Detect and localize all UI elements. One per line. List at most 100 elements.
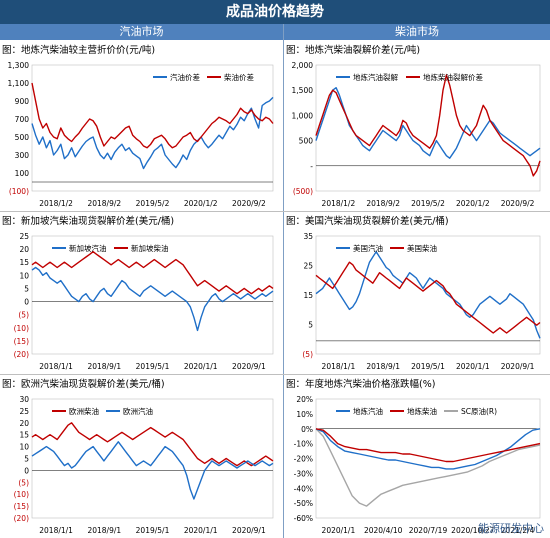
y-tick-label: 500 [299,137,314,146]
y-tick-label: 1,300 [8,61,30,70]
x-tick-label: 2018/1/1 [322,362,356,371]
y-tick-label: 20% [296,395,313,404]
row-divider-2 [0,374,550,375]
series-line-1 [315,428,541,470]
y-tick-label: 10 [19,271,29,280]
y-tick-label: 25 [19,407,29,416]
y-tick-label: 10% [296,410,313,419]
x-tick-label: 2018/1/1 [39,362,73,371]
y-tick-label: -10% [294,440,313,449]
x-tick-label: 2018/1/1 [39,526,73,535]
chart-panel-3: 图：新加坡汽柴油现货裂解价差(美元/桶) 25 20 15 10 5 0 (5) (10) (15… [0,212,283,374]
x-tick-label: 2018/9/1 [87,362,121,371]
y-tick-label: 100 [15,169,30,178]
watermark: 能源研发中心 [478,522,544,535]
chart-panel-5: 图：欧洲汽柴油现货裂解价差(美元/桶) 30 25 20 15 10 5 0 (5) (10) (1… [0,375,283,538]
y-tick-label: 5 [24,284,29,293]
y-tick-label: 30 [19,395,29,404]
y-tick-label: 10 [19,443,29,452]
chart-panel-4: 图：美国汽柴油现货裂解价差(美元/桶) 35 25 15 5 (5) 2018/1/1 201… [284,212,550,374]
series-line-2 [31,251,274,295]
y-tick-label: 500 [15,133,30,142]
x-tick-label: 2019/5/2 [136,199,170,208]
y-tick-label: 25 [19,232,29,241]
chart-svg: 2,000 1,500 1,000 500 - (500) 2018/1/2 2018/9/2… [292,61,541,208]
y-tick-label: 20 [19,419,29,428]
y-tick-label: -60% [294,514,313,523]
y-tick-label: 15 [303,291,313,300]
page-title: 成品油价格趋势 [0,0,550,24]
legend-label: 美国汽油 [353,243,383,253]
plot-area [31,235,274,355]
legend-label: 地炼汽油 [353,406,383,416]
y-tick-label: 1,100 [8,79,30,88]
chart-svg: 20% 10% 0% -10% -20% -30% -40% -50% -60% 2020/1/1… [294,395,541,535]
chart-title: 图：地炼汽柴油裂解价差(元/吨) [286,45,421,56]
plot-area [315,398,541,519]
chart-panel-2: 图：地炼汽柴油裂解价差(元/吨) 2,000 1,500 1,000 500 - (500)… [284,41,550,211]
y-tick-label: 20 [19,245,29,254]
x-tick-label: 2020/1/1 [184,526,218,535]
y-tick-label: 2,000 [292,61,314,70]
x-tick-label: 2018/9/1 [366,362,400,371]
chart-title: 图：新加坡汽柴油现货裂解价差(美元/桶) [2,216,175,227]
x-tick-label: 2019/5/1 [136,362,170,371]
y-tick-label: (10) [14,324,29,333]
y-tick-label: (5) [302,350,313,359]
x-tick-label: 2020/10/27 [451,526,494,535]
chart-title: 图：地炼汽柴油较主营折价价(元/吨) [2,45,156,56]
y-tick-label: -40% [294,484,313,493]
y-tick-label: 700 [15,115,30,124]
y-tick-label: 900 [15,97,30,106]
column-divider [283,24,284,538]
x-tick-label: 2018/9/1 [87,526,121,535]
y-tick-label: 300 [15,151,30,160]
y-tick-label: 0 [24,298,29,307]
y-tick-label: (15) [14,337,29,346]
series-line-2 [31,82,274,149]
legend-label: 新加坡柴油 [131,243,169,253]
x-tick-label: 2018/1/2 [39,199,73,208]
diesel-section-header: 柴油市场 [284,24,550,40]
x-tick-label: 2020/7/19 [409,526,448,535]
legend-label: 地炼汽油裂解 [353,72,398,82]
legend-label: 汽油价差 [170,72,200,82]
legend-label: 欧洲汽油 [123,406,153,416]
y-tick-label: (20) [14,350,29,359]
series-line-3 [315,428,541,507]
y-tick-label: -50% [294,499,313,508]
plot-area [315,64,541,192]
y-tick-label: (20) [14,514,29,523]
x-tick-label: 2018/1/2 [322,199,356,208]
y-tick-label: 1,500 [292,86,314,95]
y-tick-label: 0 [24,466,29,475]
legend-label: 新加坡汽油 [69,243,107,253]
series-line-1 [31,266,274,332]
plot-area [31,64,274,192]
series-line-1 [31,96,274,170]
y-tick-label: 15 [19,431,29,440]
x-tick-label: 2020/4/10 [364,526,403,535]
series-line-2 [31,441,274,500]
chart-panel-6: 图：年度地炼汽柴油价格涨跌幅(%) 20% 10% 0% -10% -20% -30% -40… [284,375,550,538]
x-tick-label: 2019/5/1 [411,362,445,371]
y-tick-label: (5) [18,311,29,320]
y-tick-label: 15 [19,258,29,267]
y-tick-label: 0% [301,425,313,434]
x-tick-label: 2020/9/2 [501,199,535,208]
y-tick-label: (15) [14,502,29,511]
y-tick-label: - [310,162,313,171]
chart-svg: 25 20 15 10 5 0 (5) (10) (15) (20) 2018/1/1 2018/9/… [14,232,274,371]
chart-title: 图：美国汽柴油现货裂解价差(美元/桶) [286,216,449,227]
plot-area [31,398,274,519]
row-divider-1 [0,211,550,212]
legend-label: 地炼柴油 [407,406,437,416]
x-tick-label: 2020/9/2 [232,199,266,208]
series-line-2 [315,261,541,334]
x-tick-label: 2021/2/4 [501,526,535,535]
x-tick-label: 2019/5/1 [136,526,170,535]
y-tick-label: (5) [18,478,29,487]
gasoline-section-header: 汽油市场 [0,24,283,40]
x-tick-label: 2018/9/2 [87,199,121,208]
y-tick-label: -30% [294,469,313,478]
